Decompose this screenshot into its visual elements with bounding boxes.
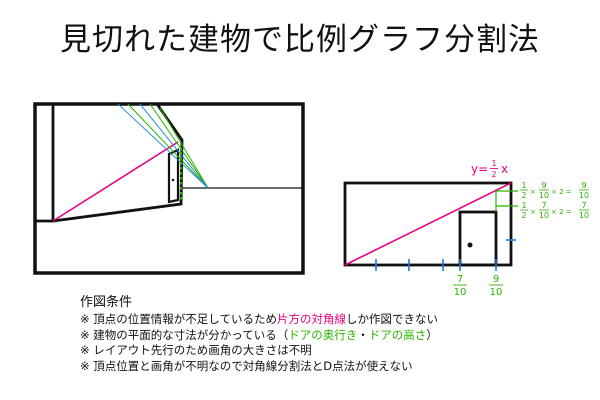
elevation-figure: 7 10 9 10 y= 1 2 x 1 2 × 9 10 × 2 = 9 bbox=[343, 159, 589, 298]
fraction-denominator: 10 bbox=[490, 287, 503, 298]
height-formula-7-10: 1 2 × 7 10 × 2 = 7 10 bbox=[520, 201, 589, 220]
times-sign: × bbox=[530, 208, 536, 216]
page-title: 見切れた建物で比例グラフ分割法 bbox=[60, 22, 540, 58]
times-two-equals: × 2 = bbox=[551, 208, 572, 216]
x-label-9-10: 9 10 bbox=[489, 274, 503, 298]
door-outline bbox=[458, 210, 498, 267]
vanishing-line bbox=[127, 103, 209, 189]
fraction-numerator: 9 bbox=[493, 274, 499, 285]
condition-item: ※ 頂点の位置情報が不足しているため片方の対角線しか作図できない bbox=[80, 312, 595, 328]
vanishing-lines-green bbox=[127, 103, 209, 189]
equation-den: 2 bbox=[491, 170, 496, 179]
fraction-numerator: 1 bbox=[521, 201, 526, 210]
drawing-conditions: 作図条件 ※ 頂点の位置情報が不足しているため片方の対角線しか作図できない ※ 建… bbox=[80, 294, 595, 374]
equation-var: x bbox=[501, 162, 508, 176]
condition-text: ※ レイアウト先行のため画角の大きさは不明 bbox=[80, 343, 312, 357]
vanishing-line bbox=[139, 103, 209, 189]
fraction-denominator: 10 bbox=[579, 211, 589, 220]
equation-num: 1 bbox=[491, 159, 496, 168]
condition-text: ※ 建物の平面的な寸法が分かっている（ bbox=[80, 327, 289, 342]
fraction-numerator: 7 bbox=[581, 201, 586, 210]
highlighted-text: ドアの高さ bbox=[368, 327, 427, 342]
fraction-numerator: 1 bbox=[521, 181, 526, 190]
times-sign: × bbox=[530, 188, 536, 196]
bottom-ticks bbox=[375, 259, 497, 271]
condition-text: ※ 頂点の位置情報が不足しているため bbox=[80, 312, 277, 326]
door-knob bbox=[171, 178, 175, 182]
condition-text: しか作図できない bbox=[345, 312, 438, 326]
vanishing-lines-blue bbox=[117, 103, 209, 189]
fraction-numerator: 7 bbox=[457, 274, 463, 285]
condition-item: ※ レイアウト先行のため画角の大きさは不明 bbox=[80, 343, 595, 359]
condition-text: ※ 頂点位置と画角が不明なので対角線分割法とD点法が使えない bbox=[80, 358, 413, 373]
perspective-figure bbox=[33, 102, 305, 275]
diagonal-line bbox=[52, 141, 179, 222]
highlighted-text: 片方の対角線 bbox=[276, 312, 346, 326]
height-formula-9-10: 1 2 × 9 10 × 2 = 9 10 bbox=[520, 181, 589, 200]
condition-item: ※ 建物の平面的な寸法が分かっている（ドアの奥行き・ドアの高さ） bbox=[80, 328, 595, 344]
x-label-7-10: 7 10 bbox=[453, 274, 467, 298]
condition-item: ※ 頂点位置と画角が不明なので対角線分割法とD点法が使えない bbox=[80, 359, 595, 375]
fraction-denominator: 10 bbox=[539, 191, 549, 200]
vanishing-line bbox=[117, 103, 209, 189]
times-two-equals: × 2 = bbox=[551, 188, 572, 196]
door bbox=[167, 148, 180, 204]
fraction-numerator: 9 bbox=[541, 181, 546, 190]
equation-lhs: y= bbox=[471, 162, 488, 176]
conditions-heading: 作図条件 bbox=[80, 295, 133, 310]
fraction-denominator: 10 bbox=[454, 287, 467, 298]
vanishing-line bbox=[149, 103, 209, 189]
highlighted-text: ドアの奥行き bbox=[288, 327, 358, 342]
diagonal-line bbox=[344, 182, 512, 266]
fraction-numerator: 7 bbox=[541, 201, 546, 210]
fraction-denominator: 10 bbox=[539, 211, 549, 220]
fraction-denominator: 2 bbox=[521, 191, 526, 200]
vanishing-line bbox=[159, 107, 209, 189]
fraction-numerator: 9 bbox=[581, 181, 586, 190]
elevation-outline bbox=[343, 181, 513, 267]
condition-text: ・ bbox=[357, 327, 369, 342]
door-knob bbox=[467, 242, 473, 248]
fraction-denominator: 2 bbox=[521, 211, 526, 220]
equation-label: y= 1 2 x bbox=[471, 159, 508, 179]
fraction-denominator: 10 bbox=[579, 191, 589, 200]
conditions-list: ※ 頂点の位置情報が不足しているため片方の対角線しか作図できない ※ 建物の平面的… bbox=[80, 312, 595, 374]
condition-text: ） bbox=[426, 327, 438, 342]
